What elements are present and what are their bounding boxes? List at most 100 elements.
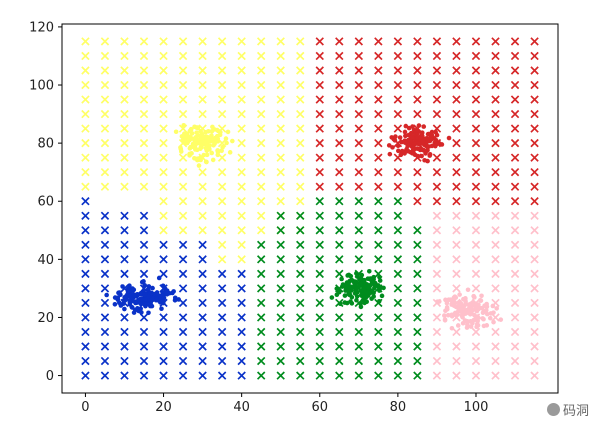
- dot-point: [387, 151, 393, 157]
- x-point: [471, 167, 481, 177]
- dot-point: [377, 278, 383, 283]
- dot-point: [142, 282, 147, 288]
- x-point: [315, 167, 324, 177]
- dot-point: [368, 276, 373, 281]
- dot-point: [116, 290, 121, 296]
- dot-point: [173, 129, 179, 135]
- x-point: [276, 371, 285, 380]
- x-point: [335, 167, 344, 177]
- x-point: [530, 37, 539, 46]
- dot-point: [358, 304, 364, 310]
- dot-point: [225, 129, 231, 135]
- x-point: [491, 327, 500, 337]
- x-point: [393, 284, 403, 293]
- x-point: [198, 269, 207, 279]
- x-point: [256, 240, 266, 250]
- dot-point: [415, 153, 420, 159]
- x-point: [374, 37, 383, 46]
- x-point: [217, 80, 227, 90]
- x-point: [530, 255, 539, 264]
- x-point: [432, 66, 442, 75]
- dot-point: [403, 133, 408, 139]
- x-point: [198, 211, 207, 220]
- x-point: [315, 356, 324, 366]
- x-point: [374, 356, 383, 366]
- x-point: [413, 298, 422, 308]
- x-point: [120, 342, 129, 351]
- dot-point: [348, 273, 354, 279]
- x-point: [471, 182, 481, 191]
- dot-point: [491, 310, 496, 315]
- x-point: [452, 95, 461, 104]
- x-point: [413, 284, 422, 293]
- dot-point: [358, 281, 364, 286]
- y-tick-label: 80: [37, 137, 54, 152]
- x-point: [296, 226, 305, 235]
- dot-point: [444, 305, 450, 310]
- x-point: [354, 240, 364, 250]
- x-point: [452, 80, 461, 90]
- x-point: [315, 197, 324, 206]
- x-point: [296, 51, 305, 61]
- x-point: [256, 226, 266, 235]
- x-point: [491, 284, 500, 293]
- x-point: [276, 240, 285, 250]
- x-point: [256, 269, 266, 279]
- x-point: [393, 240, 403, 250]
- x-point: [510, 182, 520, 191]
- dot-point: [338, 301, 343, 307]
- dot-point: [481, 308, 487, 314]
- x-point: [393, 255, 403, 264]
- dot-point: [402, 151, 407, 156]
- x-point: [100, 66, 110, 75]
- x-point: [100, 226, 110, 235]
- dot-point: [363, 299, 369, 304]
- dot-point: [443, 308, 448, 314]
- wechat-icon: [546, 403, 560, 416]
- series-5: [81, 197, 90, 380]
- x-point: [256, 51, 266, 61]
- watermark: 码洞: [546, 400, 589, 419]
- x-point: [432, 37, 442, 46]
- x-point: [159, 95, 168, 104]
- x-point: [178, 66, 188, 75]
- dot-point: [193, 142, 198, 147]
- x-point: [471, 138, 481, 148]
- x-point: [159, 37, 168, 46]
- x-point: [471, 80, 481, 90]
- x-point: [491, 356, 500, 366]
- dot-point: [141, 287, 147, 293]
- x-point: [432, 240, 442, 250]
- dot-point: [354, 271, 359, 276]
- x-point: [81, 269, 90, 279]
- x-point: [237, 197, 246, 206]
- x-point: [159, 124, 168, 133]
- x-point: [315, 371, 324, 380]
- x-point: [139, 371, 149, 380]
- x-point: [471, 37, 481, 46]
- x-point: [276, 167, 285, 177]
- x-point: [276, 356, 285, 366]
- x-point: [471, 284, 481, 293]
- x-point: [198, 371, 207, 380]
- x-point: [237, 51, 246, 61]
- x-point: [81, 197, 90, 206]
- x-point: [335, 371, 344, 380]
- x-point: [413, 95, 422, 104]
- x-point: [354, 138, 364, 148]
- x-point: [296, 167, 305, 177]
- x-point: [491, 197, 500, 206]
- x-point: [81, 66, 90, 75]
- dot-point: [176, 297, 181, 302]
- dot-point: [210, 124, 215, 130]
- dot-point: [188, 144, 193, 150]
- x-point: [432, 255, 442, 264]
- x-point: [393, 51, 403, 61]
- y-tick-label: 120: [29, 20, 54, 35]
- x-point: [178, 371, 188, 380]
- x-point: [335, 153, 344, 162]
- x-point: [354, 95, 364, 104]
- dot-point: [172, 295, 178, 301]
- dot-point: [118, 303, 124, 308]
- x-point: [159, 313, 168, 322]
